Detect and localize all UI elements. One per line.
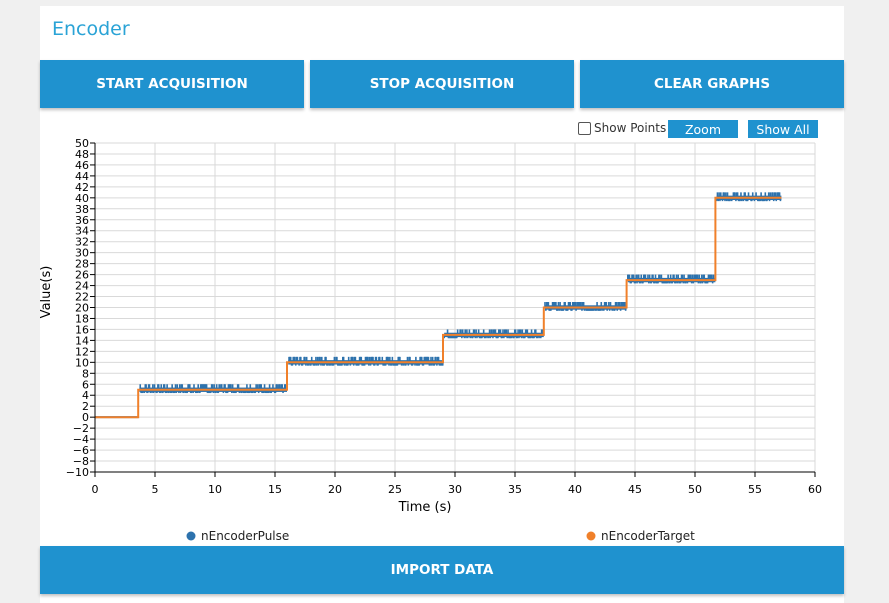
start-acquisition-button[interactable]: START ACQUISITION bbox=[40, 60, 304, 108]
series-target bbox=[95, 196, 782, 419]
y-tick-label: 8 bbox=[82, 367, 89, 380]
x-tick-label: 50 bbox=[688, 483, 702, 496]
y-tick-label: 48 bbox=[75, 148, 89, 161]
import-data-button[interactable]: IMPORT DATA bbox=[40, 546, 844, 594]
y-tick-label: 40 bbox=[75, 192, 89, 205]
y-tick-label: 38 bbox=[75, 203, 89, 216]
y-tick-label: −8 bbox=[73, 455, 89, 468]
y-axis-ticks: −10−8−6−4−202468101214161820222426283032… bbox=[66, 137, 95, 479]
x-tick-label: 45 bbox=[628, 483, 642, 496]
y-tick-label: 28 bbox=[75, 258, 89, 271]
x-tick-label: 20 bbox=[328, 483, 342, 496]
y-tick-label: 4 bbox=[82, 389, 89, 402]
y-tick-label: 6 bbox=[82, 378, 89, 391]
y-tick-label: 2 bbox=[82, 400, 89, 413]
y-tick-label: 30 bbox=[75, 247, 89, 260]
x-tick-label: 35 bbox=[508, 483, 522, 496]
y-axis-label: Value(s) bbox=[39, 266, 54, 319]
y-tick-label: 46 bbox=[75, 159, 89, 172]
y-tick-label: 34 bbox=[75, 225, 89, 238]
panel-title: Encoder bbox=[52, 18, 130, 40]
y-tick-label: 32 bbox=[75, 236, 89, 249]
y-tick-label: 14 bbox=[75, 334, 89, 347]
y-tick-label: 50 bbox=[75, 137, 89, 150]
y-tick-label: 20 bbox=[75, 302, 89, 315]
chart-grid bbox=[94, 142, 816, 473]
x-tick-label: 5 bbox=[152, 483, 159, 496]
x-tick-label: 15 bbox=[268, 483, 282, 496]
legend-pulse-marker bbox=[186, 531, 196, 541]
legend-target-label: nEncoderTarget bbox=[601, 529, 695, 543]
show-points-toggle[interactable]: Show Points bbox=[578, 121, 666, 135]
y-tick-label: 0 bbox=[82, 411, 89, 424]
x-tick-label: 55 bbox=[748, 483, 762, 496]
show-all-button[interactable]: Show All bbox=[748, 120, 818, 138]
show-points-label: Show Points bbox=[594, 121, 667, 135]
x-tick-label: 40 bbox=[568, 483, 582, 496]
clear-graphs-button[interactable]: CLEAR GRAPHS bbox=[580, 60, 844, 108]
x-tick-label: 25 bbox=[388, 483, 402, 496]
y-tick-label: 36 bbox=[75, 214, 89, 227]
series-pulse bbox=[95, 192, 782, 419]
legend: nEncoderPulse nEncoderTarget bbox=[186, 529, 695, 543]
y-tick-label: −10 bbox=[66, 466, 89, 479]
legend-target-marker bbox=[586, 531, 596, 541]
y-tick-label: −6 bbox=[73, 444, 89, 457]
chart-axes bbox=[94, 143, 815, 473]
y-tick-label: −2 bbox=[73, 422, 89, 435]
x-tick-label: 10 bbox=[208, 483, 222, 496]
y-tick-label: 26 bbox=[75, 269, 89, 282]
x-tick-label: 0 bbox=[92, 483, 99, 496]
y-tick-label: 16 bbox=[75, 323, 89, 336]
y-tick-label: 12 bbox=[75, 345, 89, 358]
y-tick-label: 44 bbox=[75, 170, 89, 183]
y-tick-label: −4 bbox=[73, 433, 89, 446]
x-tick-label: 60 bbox=[808, 483, 822, 496]
y-tick-label: 42 bbox=[75, 181, 89, 194]
legend-pulse-label: nEncoderPulse bbox=[201, 529, 289, 543]
y-tick-label: 22 bbox=[75, 291, 89, 304]
y-tick-label: 10 bbox=[75, 356, 89, 369]
chart-series bbox=[95, 192, 782, 419]
x-tick-label: 30 bbox=[448, 483, 462, 496]
y-tick-label: 24 bbox=[75, 280, 89, 293]
x-axis-ticks: 0 5 10 15 20 25 30 35 40 45 50 55 60 bbox=[92, 472, 822, 496]
y-tick-label: 18 bbox=[75, 312, 89, 325]
zoom-button[interactable]: Zoom bbox=[668, 120, 738, 138]
show-points-checkbox[interactable] bbox=[578, 121, 591, 135]
stop-acquisition-button[interactable]: STOP ACQUISITION bbox=[310, 60, 574, 108]
x-axis-label: Time (s) bbox=[398, 500, 452, 515]
